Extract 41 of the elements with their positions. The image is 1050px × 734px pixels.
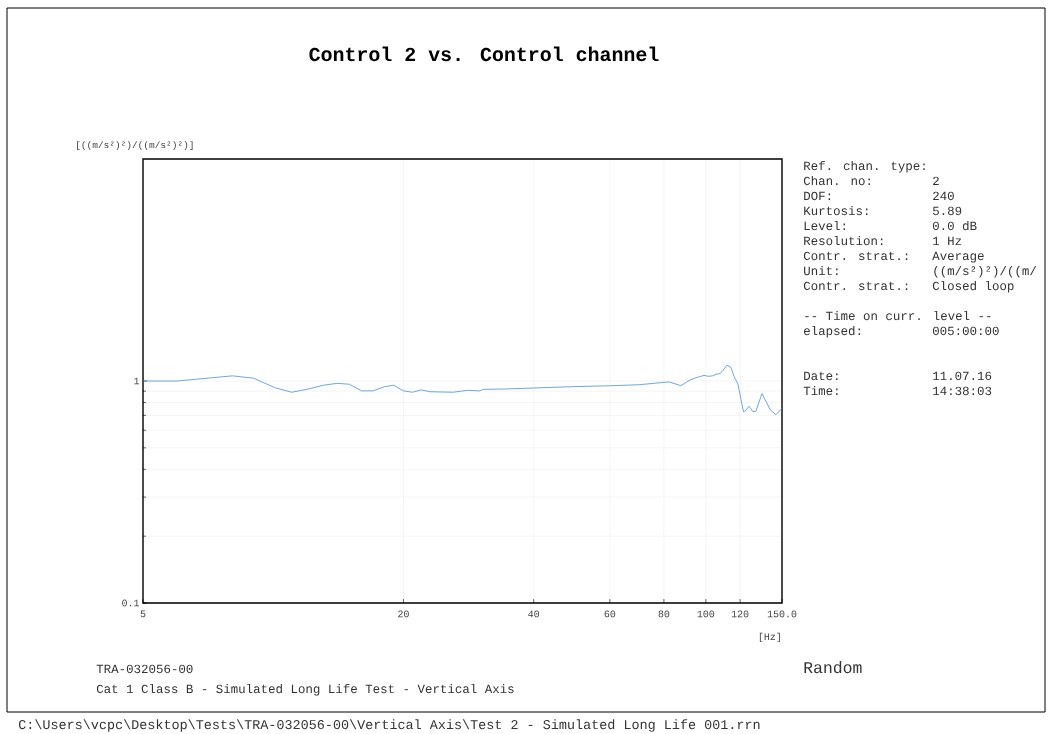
text: ((m/s²)²)/((m/ [934,265,1037,278]
x-tick-label: 150.0 [767,610,797,618]
text: Resolution: [804,235,883,246]
text: Chan. no: [803,175,870,186]
y-tick-label: 1 [134,377,140,385]
text: 2 [933,176,939,185]
text: 0.0 dB [932,220,977,231]
x-tick-label: 5 [140,610,146,618]
x-tick-label: 80 [658,610,670,618]
text: Cat 1 Class B - Simulated Long Life Test - Vertical Axis [96,683,514,696]
x-tick-label: 120 [731,610,749,618]
text: DOF: [804,191,831,201]
text: Contr. strat.: [803,281,908,291]
y-tick-label: 0.1 [122,599,140,607]
chart-title: Control 2 vs. Control channel [309,46,659,62]
x-tick-label: 60 [604,610,616,618]
text: elapsed: [804,325,860,338]
text: 14:38:03 [933,386,992,396]
y-axis-title: [((m/s²)²)/((m/s²)²)] [77,141,193,150]
x-axis-title: [Hz] [759,632,780,643]
text: Date: [804,371,838,381]
text: Random [804,661,862,674]
x-tick-label: 100 [697,610,715,618]
text: Contr. strat.: [803,251,908,261]
text: -- Time on curr. level -- [805,310,991,321]
x-tick-label: 40 [528,610,540,618]
text: 5.89 [932,206,962,216]
text: 1 Hz [933,236,962,245]
text: 240 [933,191,954,201]
x-tick-label: 20 [398,610,409,618]
text: C:\Users\vcpc\Desktop\Tests\TRA-032056-00\Vertical Axis\Test 2 - Simulated Long Life 001.rrn [18,719,760,732]
text: TRA-032056-00 [96,664,193,674]
text: Unit: [804,265,838,276]
text: Level: [804,220,846,231]
text: Ref. chan. type: [804,160,925,173]
text: Closed loop [932,280,1014,293]
text: Average [932,251,984,263]
text: Time: [803,385,838,396]
text: 11.07.16 [933,371,992,381]
text: 005:00:00 [932,326,999,336]
text: Kurtosis: [804,205,868,216]
